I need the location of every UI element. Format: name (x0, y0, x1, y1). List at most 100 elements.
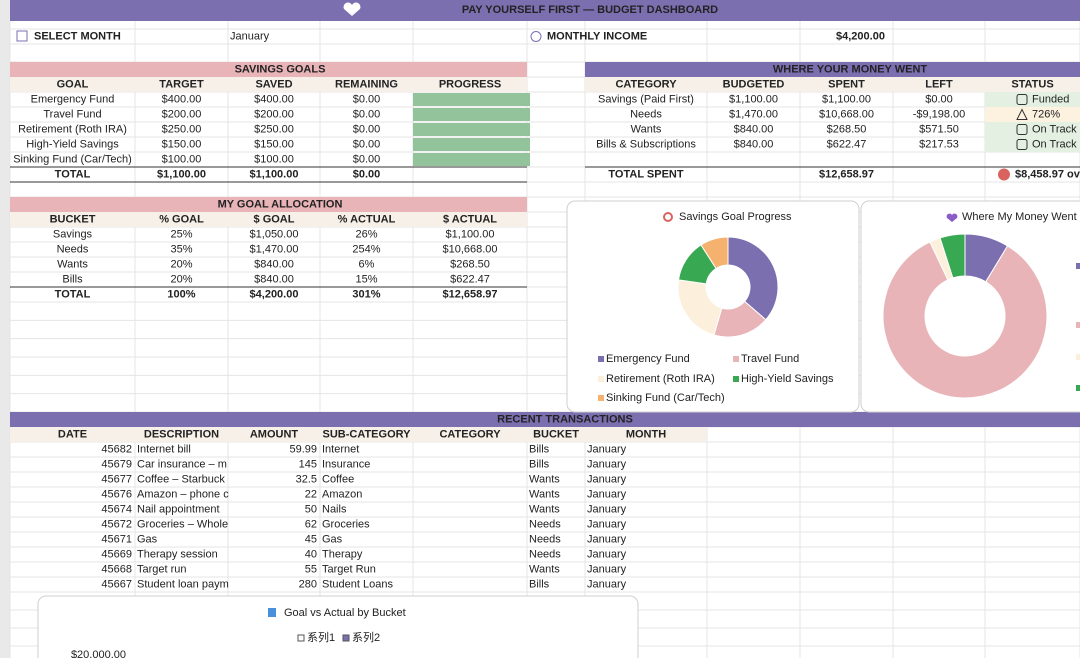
cell-text: $622.47 (827, 138, 867, 150)
column-header: $ ACTUAL (443, 213, 497, 225)
cell-text: January (587, 443, 627, 455)
cell-text: Wants (529, 563, 560, 575)
chart-card (37, 595, 639, 658)
cell-text: Target Run (322, 563, 376, 575)
cell-text: 35% (170, 243, 192, 255)
cell-text: TOTAL (55, 168, 91, 180)
column-header: BUCKET (533, 428, 579, 440)
chart-title: Savings Goal Progress (679, 211, 792, 223)
cell-text: Needs (529, 518, 561, 530)
cell-text: Savings (Paid First) (598, 93, 694, 105)
over-icon (998, 168, 1010, 181)
legend-swatch (1076, 354, 1080, 360)
chart-title: Where My Money Went (962, 211, 1077, 223)
column-header: AMOUNT (250, 428, 299, 440)
cell-text: 45671 (101, 533, 132, 545)
column-header: GOAL (57, 78, 89, 90)
check-icon (1016, 124, 1028, 135)
title-bar (10, 0, 1080, 21)
cell-text: 45667 (101, 578, 132, 590)
cell-text: $217.53 (919, 138, 959, 150)
status-text: On Track (1032, 123, 1077, 135)
legend-swatch (1076, 263, 1080, 269)
dashboard-title: PAY YOURSELF FIRST — BUDGET DASHBOARD (462, 4, 718, 16)
cell-text: $0.00 (353, 123, 381, 135)
cell-text: $1,100.00 (446, 228, 495, 240)
cell-text: 45677 (101, 473, 132, 485)
cell-text: $840.00 (734, 123, 774, 135)
cell-text: January (587, 503, 627, 515)
cell-text: Wants (57, 258, 88, 270)
cell-text: 45682 (101, 443, 132, 455)
cell-text: Wants (529, 488, 560, 500)
cell-text: 15% (355, 273, 377, 285)
column-header: % ACTUAL (338, 213, 396, 225)
cell-text: Target run (137, 563, 187, 575)
cell-text: $840.00 (734, 138, 774, 150)
cell-text: 45668 (101, 563, 132, 575)
month-label: SELECT MONTH (34, 30, 121, 42)
cell-text: 45669 (101, 548, 132, 560)
cell-text: January (587, 488, 627, 500)
cell-text: $1,100.00 (822, 93, 871, 105)
column-header: SAVED (255, 78, 292, 90)
cell-text: 22 (305, 488, 317, 500)
cell-text: 25% (170, 228, 192, 240)
cell-text: 26% (355, 228, 377, 240)
column-header: CATEGORY (439, 428, 501, 440)
cell-text: $268.50 (450, 258, 490, 270)
donut-slice (700, 236, 729, 270)
cell-text: Needs (529, 533, 561, 545)
cell-text: $0.00 (353, 93, 381, 105)
cell-text: Wants (529, 473, 560, 485)
cell-text: Student Loans (322, 578, 393, 590)
cell-text: 100% (167, 288, 195, 300)
cell-text: Groceries (322, 518, 370, 530)
cell-text: 20% (170, 273, 192, 285)
cell-text: High-Yield Savings (26, 138, 119, 150)
cell-text: $100.00 (162, 153, 202, 165)
cell-text: 280 (299, 578, 317, 590)
y-tick-label: $20,000.00 (71, 649, 126, 658)
legend-label: Sinking Fund (Car/Tech) (606, 392, 725, 404)
cell-text: $10,668.00 (819, 108, 874, 120)
cell-text: Coffee (322, 473, 354, 485)
calendar-icon (16, 30, 28, 42)
legend-label: 系列1 (307, 630, 335, 644)
donut-slice (939, 233, 966, 279)
column-header: CATEGORY (615, 78, 677, 90)
cell-text: $1,470.00 (729, 108, 778, 120)
cell-text: Bills & Subscriptions (596, 138, 696, 150)
column-header: $ GOAL (254, 213, 295, 225)
section-header (10, 62, 527, 77)
check-icon (1016, 139, 1028, 150)
cell-text: 55 (305, 563, 317, 575)
cell-text: January (587, 518, 627, 530)
cell-text: 45672 (101, 518, 132, 530)
column-header: DATE (58, 428, 87, 440)
legend-swatch (342, 634, 350, 642)
column-header: SPENT (828, 78, 865, 90)
column-header: MONTH (626, 428, 666, 440)
income-value: $4,200.00 (836, 30, 885, 42)
cell-text: Internet (322, 443, 359, 455)
cell-text: 45674 (101, 503, 132, 515)
column-header-bg (585, 77, 1080, 92)
income-label: MONTHLY INCOME (547, 30, 647, 42)
progress-bar (413, 153, 530, 166)
column-header: STATUS (1011, 78, 1053, 90)
chart-title: Goal vs Actual by Bucket (284, 607, 406, 619)
cell-text: Nails (322, 503, 347, 515)
legend-label: Travel Fund (741, 353, 799, 365)
donut-slice (727, 236, 779, 321)
status-bg (985, 107, 1080, 122)
column-header: REMAINING (335, 78, 398, 90)
cell-text: Car insurance – m (137, 458, 227, 470)
heart-icon (946, 213, 958, 222)
cell-text: 45 (305, 533, 317, 545)
cell-text: Groceries – Whole (137, 518, 228, 530)
cell-text: $100.00 (254, 153, 294, 165)
cell-text: Travel Fund (43, 108, 101, 120)
